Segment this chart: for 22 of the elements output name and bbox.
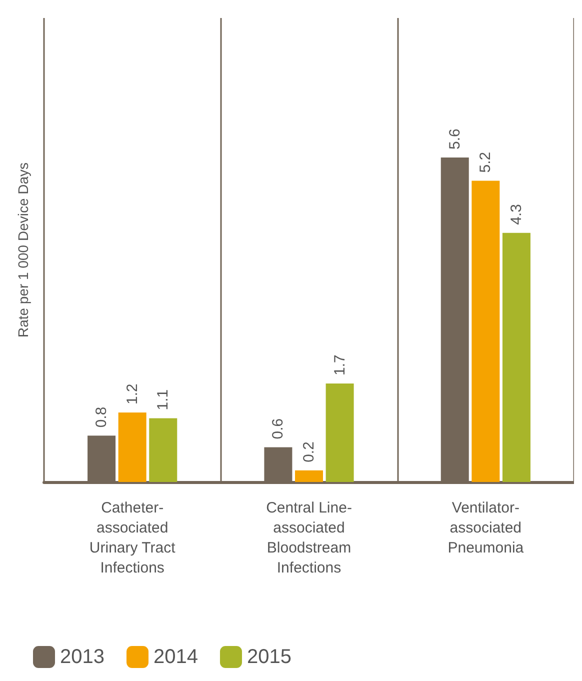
data-label: 0.2 (300, 442, 318, 462)
data-label: 0.8 (93, 406, 110, 428)
legend-label: 2015 (246, 646, 292, 668)
bar (502, 232, 530, 482)
data-label: 5.2 (477, 152, 494, 173)
bar (326, 384, 354, 482)
bar (149, 418, 178, 482)
bar (295, 470, 323, 482)
legend-label: 2014 (153, 646, 198, 668)
legend-label: 2013 (60, 646, 104, 668)
data-label: 1.7 (331, 354, 348, 376)
bar (472, 180, 500, 482)
x-tick-label: Ventilator- associated Pneumonia (448, 500, 524, 556)
x-tick-label: Catheter- associated Urinary Tract Infections (89, 500, 176, 576)
data-label: 0.6 (270, 418, 287, 440)
bar (118, 412, 146, 482)
x-tick-label: Central Line- associated Bloodstream Infections (266, 500, 352, 576)
data-label: 1.2 (124, 384, 141, 404)
data-label: 1.1 (154, 389, 172, 410)
data-label: 4.3 (508, 204, 525, 225)
data-label: 5.6 (446, 128, 464, 150)
y-axis-title: Rate per 1 000 Device Days (15, 162, 31, 338)
